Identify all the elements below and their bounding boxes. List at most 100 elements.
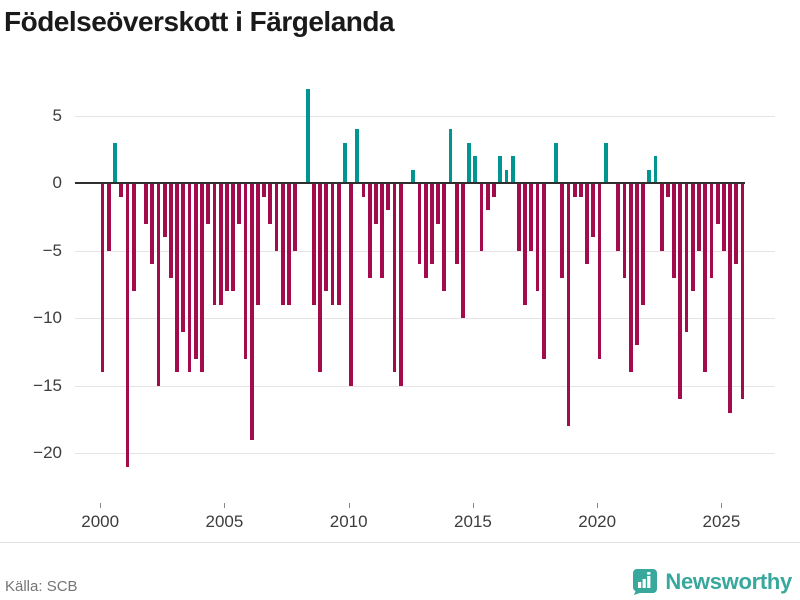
y-tick-label--20: −20 [33,443,62,462]
bar-2010Q3 [361,183,366,197]
bar-2010Q4 [367,183,372,278]
bar-2017Q3 [535,183,540,291]
bar-2023Q3 [684,183,689,332]
bar-2017Q4 [541,183,546,359]
bar-2001Q2 [131,183,136,291]
y-tick-label--10: −10 [33,308,62,327]
bar-2012Q4 [417,183,422,264]
bar-2008Q3 [311,183,316,305]
bar-2020Q4 [616,183,621,251]
brand-wordmark: Newsworthy [665,568,792,594]
bar-2014Q4 [467,142,472,183]
gridline-y--10 [75,318,775,319]
bar-2009Q4 [342,142,347,183]
bar-2019Q4 [591,183,596,237]
bar-2007Q3 [287,183,291,305]
bar-2006Q4 [268,183,273,224]
x-tick-mark-2025 [721,503,723,508]
gridline-y-5 [75,115,775,117]
bar-2022Q4 [666,183,670,197]
bar-2021Q1 [622,183,627,278]
zero-axis-line [75,182,745,184]
bar-2005Q4 [243,183,248,359]
bar-2003Q1 [175,183,180,372]
bar-2002Q3 [162,183,167,237]
bar-2000Q1 [100,183,105,372]
y-tick-label-0: 0 [52,173,62,192]
bar-2014Q2 [454,183,459,264]
bar-2018Q3 [560,183,565,278]
gridline-y--15 [75,385,775,387]
bar-2024Q4 [715,183,720,224]
bar-2003Q2 [181,183,186,332]
footer-divider [0,542,800,543]
bar-2017Q2 [529,183,534,251]
bar-2003Q3 [187,183,192,372]
bar-2023Q4 [690,183,695,291]
bar-2010Q1 [349,183,353,386]
bar-2007Q4 [293,183,298,251]
bar-2013Q2 [429,183,434,264]
bar-2013Q3 [436,183,440,224]
x-tick-label-2010: 2010 [329,512,368,531]
x-tick-mark-2015 [472,503,474,508]
bar-2002Q1 [150,183,155,264]
bar-2002Q4 [169,183,173,278]
y-tick-label--5: −5 [42,240,62,260]
bar-2011Q3 [386,183,391,210]
bar-2001Q1 [125,183,130,467]
bar-2007Q2 [280,183,285,305]
bar-2005Q2 [231,183,235,291]
bar-2021Q4 [641,183,645,305]
bar-2011Q4 [392,183,397,372]
bar-2014Q1 [448,129,453,183]
bar-2025Q3 [734,183,739,264]
bar-2003Q4 [193,183,198,359]
bar-2024Q2 [703,183,708,372]
bar-2018Q2 [554,142,558,183]
bar-2000Q4 [119,183,124,197]
y-tick-label-5: 5 [52,105,62,125]
bar-2006Q2 [256,183,260,305]
x-tick-mark-2010 [348,503,350,508]
bar-2015Q1 [473,156,478,183]
bar-2025Q1 [721,183,726,251]
bar-2021Q3 [634,183,639,345]
bar-2005Q1 [224,183,229,291]
bar-2000Q2 [106,183,111,251]
bar-2012Q3 [411,169,416,183]
plot-area [75,85,775,500]
bar-2001Q4 [144,183,148,224]
x-tick-mark-2000 [100,503,102,508]
bar-2013Q4 [442,183,447,291]
bar-2021Q2 [628,183,633,372]
newsworthy-logo-icon [631,568,658,595]
bar-2020Q2 [603,142,608,183]
bar-2022Q1 [647,169,652,183]
bar-2014Q3 [461,183,465,318]
bar-2000Q3 [113,142,117,183]
source-caption: Källa: SCB [5,578,78,595]
bar-2023Q2 [678,183,683,399]
x-tick-mark-2005 [224,503,226,508]
x-tick-mark-2020 [597,503,599,508]
bar-2013Q1 [423,183,428,278]
bar-2004Q3 [212,183,217,305]
bar-2012Q1 [398,183,403,386]
bar-2015Q2 [479,183,484,251]
bar-2024Q3 [709,183,714,278]
bar-2019Q2 [579,183,583,197]
bar-2010Q2 [355,129,360,183]
bar-2009Q3 [336,183,341,305]
bar-2004Q4 [218,183,223,305]
bar-2009Q1 [324,183,329,291]
bar-2022Q3 [659,183,664,251]
bar-2020Q1 [597,183,602,359]
x-tick-label-2020: 2020 [578,512,617,531]
bar-2018Q4 [566,183,571,426]
bar-2024Q1 [697,183,701,251]
chart-title: Födelseöverskott i Färgelanda [4,6,395,37]
bar-2019Q3 [585,183,590,264]
x-tick-label-2005: 2005 [205,512,244,531]
bar-2011Q2 [380,183,385,278]
